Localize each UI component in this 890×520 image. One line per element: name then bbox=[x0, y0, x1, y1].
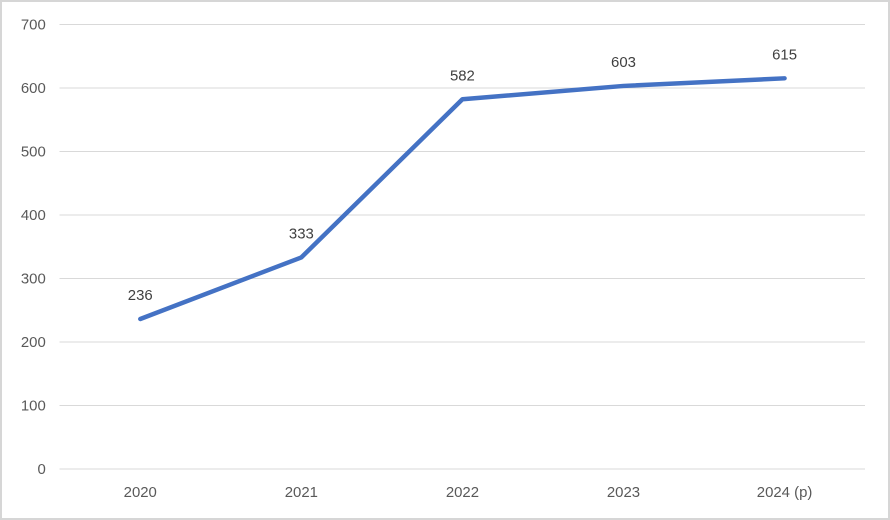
y-axis-tick-label: 0 bbox=[37, 462, 45, 478]
data-point-label: 333 bbox=[289, 227, 314, 243]
y-axis-tick-label: 700 bbox=[21, 17, 46, 33]
y-axis-tick-label: 200 bbox=[21, 335, 46, 351]
y-axis-tick-label: 600 bbox=[21, 81, 46, 97]
data-point-label: 615 bbox=[772, 47, 797, 63]
x-axis-tick-label: 2021 bbox=[285, 485, 318, 501]
data-point-label: 603 bbox=[611, 55, 636, 71]
data-point-label: 236 bbox=[128, 288, 153, 304]
y-axis-tick-label: 400 bbox=[21, 208, 46, 224]
data-point-label: 582 bbox=[450, 68, 475, 84]
x-axis-tick-label: 2020 bbox=[124, 485, 157, 501]
y-axis-tick-label: 300 bbox=[21, 271, 46, 287]
series-line bbox=[138, 76, 787, 322]
x-axis-tick-label: 2022 bbox=[446, 485, 479, 501]
x-axis-tick-label: 2024 (p) bbox=[757, 485, 813, 501]
y-axis-tick-label: 100 bbox=[21, 398, 46, 414]
x-axis-tick-label: 2023 bbox=[607, 485, 640, 501]
y-axis-tick-label: 500 bbox=[21, 144, 46, 160]
